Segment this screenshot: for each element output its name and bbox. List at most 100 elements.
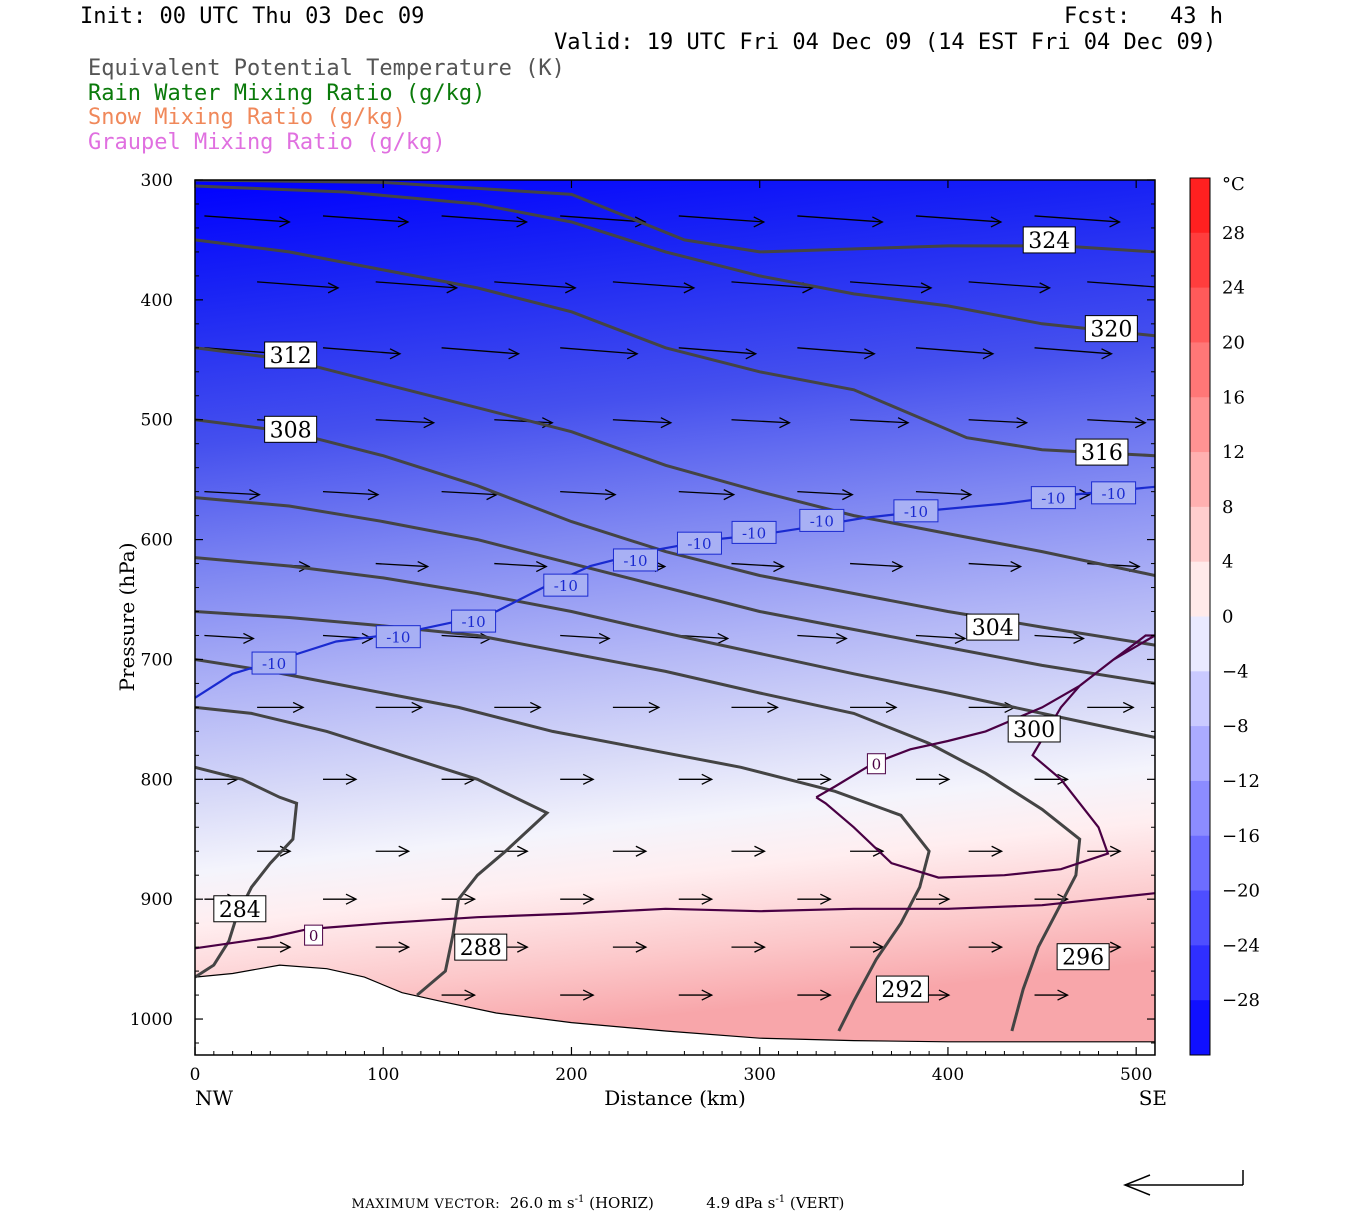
wind-vector: [612, 417, 673, 429]
wind-vector: [968, 941, 1004, 953]
wind-vector-head: [1109, 216, 1121, 228]
x-tick-label: 400: [932, 1065, 964, 1085]
wind-vector: [257, 701, 305, 713]
wind-vector-shaft: [257, 281, 339, 289]
minus10-label: -10: [262, 655, 286, 673]
wind-vector: [797, 489, 854, 501]
wind-vector-head: [635, 845, 648, 857]
minus10-label: -10: [687, 535, 711, 553]
wind-vector-head: [872, 216, 884, 228]
wind-vector-head: [660, 417, 673, 429]
theta-e-contour-300: [195, 556, 1155, 739]
colorbar-frame: [1189, 177, 1211, 1056]
wind-vector: [678, 489, 736, 501]
wind-vector-shaft: [560, 490, 616, 496]
wind-vector-shaft: [968, 562, 1021, 568]
zero-degree-label: 0: [309, 927, 319, 945]
wind-vector-shaft: [494, 562, 547, 568]
zero-degree-contour: [815, 634, 1155, 879]
wind-vector: [375, 560, 430, 573]
minus10-label: -10: [810, 512, 834, 530]
wind-vector-head: [717, 632, 730, 645]
wind-vector-shaft: [850, 281, 932, 289]
wind-vector-head: [327, 282, 340, 294]
wind-vector-head: [1122, 701, 1135, 713]
wind-vector-head: [745, 348, 758, 360]
wind-vector: [797, 632, 848, 645]
wind-vector-shaft: [850, 419, 909, 424]
y-tick-label: 700: [141, 650, 173, 670]
wind-vector-shaft: [322, 215, 409, 223]
theta-e-label-288: 288: [460, 936, 502, 961]
wind-vector: [1087, 701, 1135, 713]
wind-vector: [375, 281, 459, 294]
minus10-label-box: [676, 531, 722, 555]
wind-vector: [731, 560, 785, 573]
wind-vector: [797, 893, 832, 905]
wind-vector: [731, 417, 791, 429]
wind-vector: [322, 489, 380, 501]
colorbar-bin: [1190, 726, 1210, 782]
y-tick-label: 1000: [130, 1010, 173, 1030]
colorbar-bin: [1190, 561, 1210, 617]
wind-vector: [850, 560, 904, 573]
init-time: Init: 00 UTC Thu 03 Dec 09: [80, 4, 425, 29]
colorbar-bin: [1190, 452, 1210, 508]
colorbar-tick-label: −16: [1222, 826, 1260, 847]
theta-e-label-304: 304: [972, 616, 1014, 641]
wind-vector: [323, 773, 358, 785]
wind-vector-head: [767, 701, 779, 713]
wind-vector-shaft: [968, 281, 1050, 289]
wind-vector-shaft: [322, 347, 401, 355]
wind-vector-head: [1057, 773, 1069, 785]
wind-vector-head: [417, 560, 430, 573]
y-tick-label: 800: [141, 770, 173, 790]
wind-vector-head: [654, 560, 667, 573]
wind-vector-head: [1057, 989, 1069, 1001]
wind-vector-shaft: [560, 347, 638, 355]
x-tick-label: 0: [190, 1065, 201, 1085]
theta-e-contour-316: [195, 238, 1155, 458]
wind-vector: [441, 347, 521, 360]
colorbar-bin: [1190, 287, 1210, 343]
valid-time: Valid: 19 UTC Fri 04 Dec 09 (14 EST Fri …: [554, 30, 1217, 55]
wind-vector-head: [634, 216, 647, 228]
wind-vector-head: [1010, 560, 1023, 573]
wind-vector-shaft: [915, 215, 1001, 223]
wind-vector-head: [773, 560, 785, 573]
wind-vector-head: [565, 282, 577, 294]
theta-e-label-300: 300: [1013, 718, 1055, 743]
wind-vector: [968, 845, 1004, 857]
wind-vector-shaft: [915, 347, 993, 355]
colorbar-bin: [1190, 945, 1210, 1001]
wind-vector: [797, 773, 832, 785]
wind-vector-head: [754, 941, 766, 953]
colorbar-bin: [1190, 506, 1210, 563]
max-vector-label: MAXIMUM VECTOR:: [351, 1197, 501, 1212]
minus10-label: -10: [904, 503, 928, 521]
wind-vector: [612, 845, 648, 857]
wind-vector-head: [249, 489, 261, 501]
wind-vector-shaft: [612, 419, 671, 424]
colorbar-bin: [1190, 671, 1210, 727]
wind-vector-shaft: [375, 281, 457, 289]
wind-vector-head: [446, 282, 459, 294]
wind-vector-head: [991, 941, 1004, 953]
colorbar-tick-label: 24: [1222, 278, 1245, 299]
wind-vector-shaft: [494, 419, 553, 424]
minus10-label: -10: [386, 629, 410, 647]
wind-vector-head: [411, 701, 424, 713]
minus10-label-box: [612, 548, 658, 572]
wind-vector-head: [820, 773, 832, 785]
colorbar-tick-label: 12: [1222, 442, 1245, 463]
wind-vector-head: [464, 989, 477, 1001]
colorbar-tick-label: 20: [1222, 332, 1245, 353]
forecast-hour: Fcst: 43 h: [1064, 4, 1223, 29]
wind-vector-shaft: [968, 419, 1027, 424]
wind-vector-head: [723, 489, 736, 501]
wind-vector-shaft: [560, 215, 646, 223]
terrain-mask: [195, 964, 1155, 1055]
wind-vector-head: [389, 348, 402, 360]
wind-vector: [257, 941, 292, 953]
theta-e-contour-296: [195, 610, 1082, 1032]
